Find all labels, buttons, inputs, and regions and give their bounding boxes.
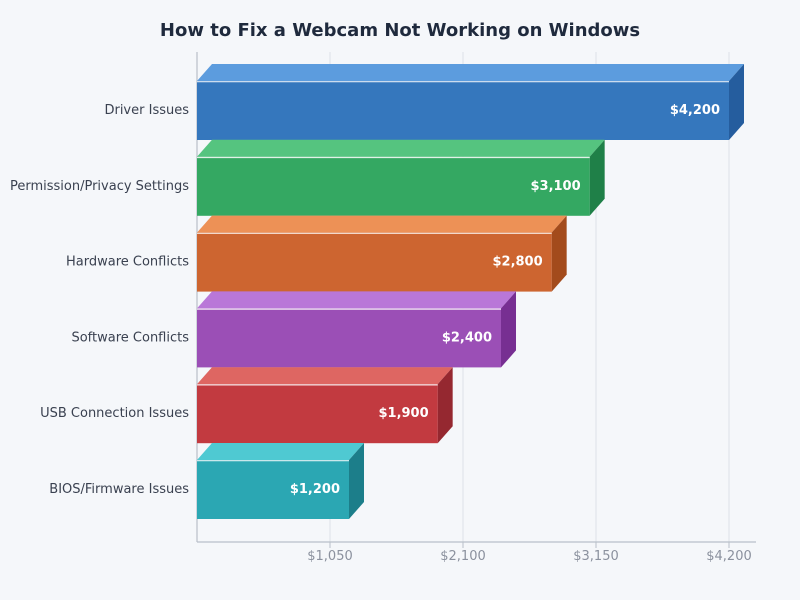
category-label: Software Conflicts [71,330,189,345]
category-label: Driver Issues [104,103,189,118]
bar-front-face [197,308,501,368]
bar-side-face [551,215,567,292]
bar-top-face [197,139,605,157]
bar-side-face [501,291,516,368]
bar-front-face [197,384,438,444]
bar-value-label: $1,200 [290,482,340,497]
category-label: Hardware Conflicts [66,255,189,270]
bars-layer: $4,200 Driver Issues $3,100 Permission/Priv… [10,64,744,519]
category-label: BIOS/Firmware Issues [49,482,189,497]
bar-value-label: $1,900 [378,406,428,421]
bar-side-face [729,64,744,140]
bar-bios-firmware-issues: $1,200 BIOS/Firmware Issues [49,443,364,519]
bar-top-face [197,291,516,309]
bar-front-face [197,232,552,292]
bar-value-label: $2,800 [492,255,542,270]
chart-title: How to Fix a Webcam Not Working on Windo… [160,20,640,41]
bar-hardware-conflicts: $2,800 Hardware Conflicts [66,215,567,292]
bar-usb-connection-issues: $1,900 USB Connection Issues [40,367,453,444]
x-tick-label: $2,100 [440,549,486,564]
x-tick-label: $4,200 [706,549,752,564]
bar-value-label: $3,100 [530,179,580,194]
category-label: USB Connection Issues [40,406,189,421]
bar-value-label: $2,400 [442,330,492,345]
bar-top-face [197,367,453,385]
bar-permission-privacy-settings: $3,100 Permission/Privacy Settings [10,139,605,216]
bar-side-face [349,443,364,519]
bar-side-face [589,139,605,216]
bar-driver-issues: $4,200 Driver Issues [104,64,744,140]
x-tick-label: $3,150 [573,549,619,564]
bar-value-label: $4,200 [670,103,720,118]
bar-front-face [197,460,349,519]
bar-side-face [437,367,453,444]
bar-software-conflicts: $2,400 Software Conflicts [71,291,516,368]
bar-top-face [197,443,364,460]
bar-front-face [197,156,590,216]
x-tick-label: $1,050 [307,549,353,564]
bar-front-face [197,81,729,140]
bar-top-face [197,215,567,233]
bar-top-face [197,64,744,81]
category-label: Permission/Privacy Settings [10,179,189,194]
